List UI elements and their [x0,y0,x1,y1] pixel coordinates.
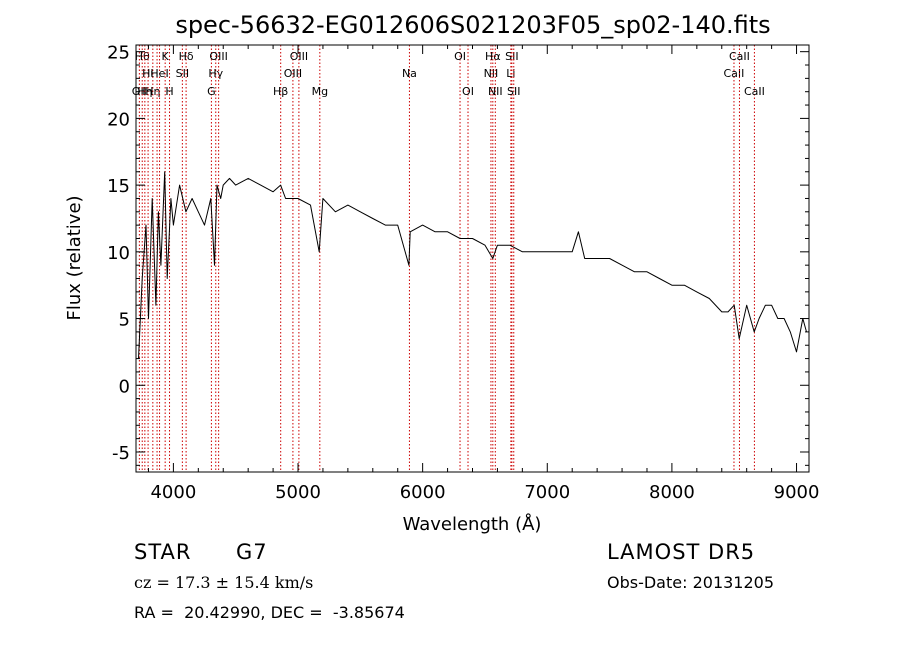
survey-name: LAMOST DR5 [607,540,756,564]
spectrum-series [138,171,807,359]
x-axis: 4000 5000 6000 7000 8000 9000 [147,45,820,503]
line-marker-label: K [162,50,170,63]
x-tick-label: 6000 [400,482,446,503]
line-marker-label: Hα [485,50,501,63]
x-axis-label: Wavelength (Å) [403,513,542,535]
y-tick-label: 25 [107,43,130,64]
y-tick-label: 5 [119,310,130,331]
spectrum-line [138,171,807,359]
line-marker-label: Hη [137,85,152,98]
x-tick-label: 8000 [649,482,695,503]
redshift-velocity: cz = 17.3 ± 15.4 km/s [134,573,314,592]
observation-date: Obs-Date: 20131205 [607,573,775,592]
y-tick-label: -5 [112,443,130,464]
line-marker-label: NII [488,85,503,98]
line-marker-label: Hι [142,67,154,80]
line-marker-label: OI [462,85,474,98]
line-marker-label: Mg [312,85,328,98]
line-marker-label: OIII [290,50,308,63]
line-marker-label: G [207,85,216,98]
line-marker-label: Hγ [208,67,223,80]
line-marker-label: CaII [729,50,750,63]
line-marker-label: Na [402,67,417,80]
line-marker-label: CaII [744,85,765,98]
line-marker-label: OIII [284,67,302,80]
plot-frame [135,44,810,473]
x-tick-label: 9000 [774,482,820,503]
line-marker-label: Hθ [135,50,150,63]
line-marker-label: Li [506,67,515,80]
line-marker-label: OI [454,50,466,63]
line-marker-label: SII [505,50,518,63]
y-tick-label: 20 [107,109,130,130]
line-marker-label: OIII [209,50,227,63]
y-axis-label: Flux (relative) [64,195,85,320]
line-marker-label: Hβ [273,85,288,98]
line-marker-label: Hη [145,85,160,98]
line-marker-label: H [165,85,173,98]
line-marker-label: SII [507,85,520,98]
line-marker-label: CaII [724,67,745,80]
line-marker-label: HeI [150,67,168,80]
x-tick-label: 5000 [275,482,321,503]
spectral-line-markers: OIIHθHηHιHηHeIKHSIIHδGHγOIIIHβOIIIOIIIMg… [132,45,765,472]
x-tick-label: 7000 [524,482,570,503]
chart-title: spec-56632-EG012606S021203F05_sp02-140.f… [175,11,770,39]
line-marker-label: SII [176,67,189,80]
object-class: STAR [134,540,192,564]
y-tick-label: 10 [107,243,130,264]
sky-coordinates: RA = 20.42990, DEC = -3.85674 [134,603,405,622]
line-marker-label: Hδ [179,50,194,63]
line-marker-label: NII [484,67,499,80]
y-tick-label: 15 [107,176,130,197]
y-tick-label: 0 [119,376,130,397]
y-axis: -5 0 5 10 15 20 25 [107,43,809,466]
x-tick-label: 4000 [150,482,196,503]
object-subclass: G7 [236,540,268,564]
